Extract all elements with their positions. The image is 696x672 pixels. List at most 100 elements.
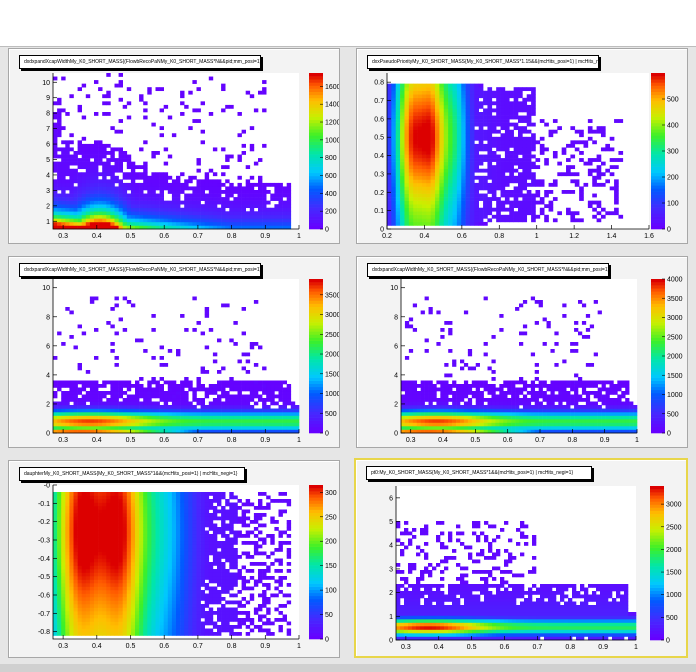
heatmap-cell xyxy=(73,394,78,399)
color-scale-step xyxy=(651,82,665,86)
heatmap-cell xyxy=(535,179,541,184)
heatmap-cell xyxy=(461,129,466,134)
heatmap-cell xyxy=(69,154,74,159)
heatmap-cell xyxy=(513,115,519,120)
heatmap-cell xyxy=(408,175,414,180)
heatmap-cell xyxy=(531,143,536,148)
heatmap-cell xyxy=(404,165,410,170)
heatmap-cell xyxy=(430,197,436,201)
heatmap-cell xyxy=(513,90,519,95)
heatmap-cell xyxy=(114,405,119,409)
heatmap-cell xyxy=(171,408,177,413)
heatmap-cell xyxy=(114,225,119,230)
heatmap-cell xyxy=(61,576,66,580)
heatmap-cell xyxy=(491,197,497,201)
heatmap-cell xyxy=(430,94,436,99)
heatmap-cell xyxy=(77,221,82,226)
heatmap-cell xyxy=(519,401,524,406)
color-scale-step xyxy=(309,91,323,96)
heatmap-cell xyxy=(522,172,528,177)
heatmap-cell xyxy=(217,422,222,427)
heatmap-cell xyxy=(110,147,115,152)
heatmap-cell xyxy=(114,83,119,88)
heatmap-cell xyxy=(509,193,514,198)
pad-4[interactable]: dxdxpandXcapWidthMy_K0_SHORT_MASS{(Flowb… xyxy=(356,256,688,448)
heatmap-cell xyxy=(530,422,536,427)
heatmap-cell xyxy=(467,384,473,388)
heatmap-cell xyxy=(550,429,555,434)
heatmap-cell xyxy=(574,349,579,353)
heatmap-cell xyxy=(452,405,457,409)
heatmap-cell xyxy=(487,412,492,416)
heatmap-cell xyxy=(73,600,78,605)
heatmap-cells xyxy=(401,296,638,434)
heatmap-cell xyxy=(53,628,58,633)
color-scale-step xyxy=(651,402,665,406)
heatmap-cell xyxy=(491,426,496,430)
heatmap-cell xyxy=(118,165,123,170)
heatmap-cell xyxy=(286,204,292,209)
heatmap-cell xyxy=(57,604,62,608)
heatmap-cell xyxy=(487,168,493,173)
heatmap-cell xyxy=(85,426,91,430)
heatmap-cell xyxy=(73,204,78,209)
heatmap-cell xyxy=(404,321,410,325)
heatmap-cell xyxy=(81,182,87,187)
heatmap-cell xyxy=(509,108,514,113)
heatmap-cell xyxy=(192,211,197,216)
heatmap-cell xyxy=(443,94,449,99)
heatmap-cell xyxy=(585,415,591,420)
heatmap-cell xyxy=(435,218,440,223)
heatmap-cell xyxy=(65,211,70,216)
heatmap-cell xyxy=(147,200,152,205)
x-tick-label: 1 xyxy=(635,437,639,444)
pad-3[interactable]: dxdxpandXcapWidthMy_K0_SHORT_MASS{(Flowb… xyxy=(8,256,340,448)
heatmap-cell xyxy=(395,108,401,113)
heatmap-cell xyxy=(85,190,91,194)
heatmap-cell xyxy=(566,422,571,427)
heatmap-cell xyxy=(544,218,549,223)
heatmap-cell xyxy=(204,345,210,350)
heatmap-cell xyxy=(391,200,397,205)
heatmap-cell xyxy=(404,161,410,166)
heatmap-cell xyxy=(534,363,539,367)
heatmap-cell xyxy=(487,384,492,388)
heatmap-cell xyxy=(435,108,440,113)
pad-1[interactable]: dxdxpandXcapWidthMy_K0_SHORT_MASS{(Flowb… xyxy=(8,48,340,244)
color-scale-step xyxy=(309,194,323,199)
heatmap-cell xyxy=(200,218,205,223)
heatmap-cell xyxy=(500,140,506,145)
heatmap-cell xyxy=(587,129,593,134)
heatmap-cell xyxy=(212,387,218,392)
heatmap-cell xyxy=(587,168,593,173)
heatmap-cell xyxy=(53,586,58,591)
heatmap-cell xyxy=(469,204,475,209)
heatmap-cell xyxy=(65,628,70,633)
heatmap-cell xyxy=(443,218,449,223)
heatmap-cell xyxy=(126,200,132,205)
heatmap-cell xyxy=(625,422,630,427)
heatmap-cell xyxy=(526,97,532,102)
heatmap-cell xyxy=(487,175,493,180)
heatmap-cell xyxy=(435,179,440,184)
heatmap-cell xyxy=(94,401,99,406)
heatmap-cell xyxy=(593,429,598,434)
heatmap-cell xyxy=(278,200,283,205)
pad-2[interactable]: dxxPseudoPriorityMy_K0_SHORT_MASS{My_K0_… xyxy=(356,48,688,244)
z-tick-label: 1000 xyxy=(325,391,339,398)
heatmap-cell xyxy=(73,214,78,219)
x-tick-label: 0.6 xyxy=(457,233,467,240)
heatmap-cell xyxy=(579,140,584,145)
heatmap-cell xyxy=(188,193,193,198)
color-scale-step xyxy=(309,138,323,142)
heatmap-cell xyxy=(435,207,440,212)
heatmap-cell xyxy=(408,200,414,205)
heatmap-cell xyxy=(57,133,62,138)
pad-5[interactable]: dauphterMy_K0_SHORT_MASS{My_K0_SHORT_MAS… xyxy=(8,460,340,658)
heatmap-cell xyxy=(391,204,397,209)
heatmap-cell xyxy=(467,349,473,353)
heatmap-cell xyxy=(81,597,87,601)
heatmap-cell xyxy=(53,597,58,601)
color-scale-step xyxy=(309,408,323,412)
heatmap-cell xyxy=(548,200,554,205)
